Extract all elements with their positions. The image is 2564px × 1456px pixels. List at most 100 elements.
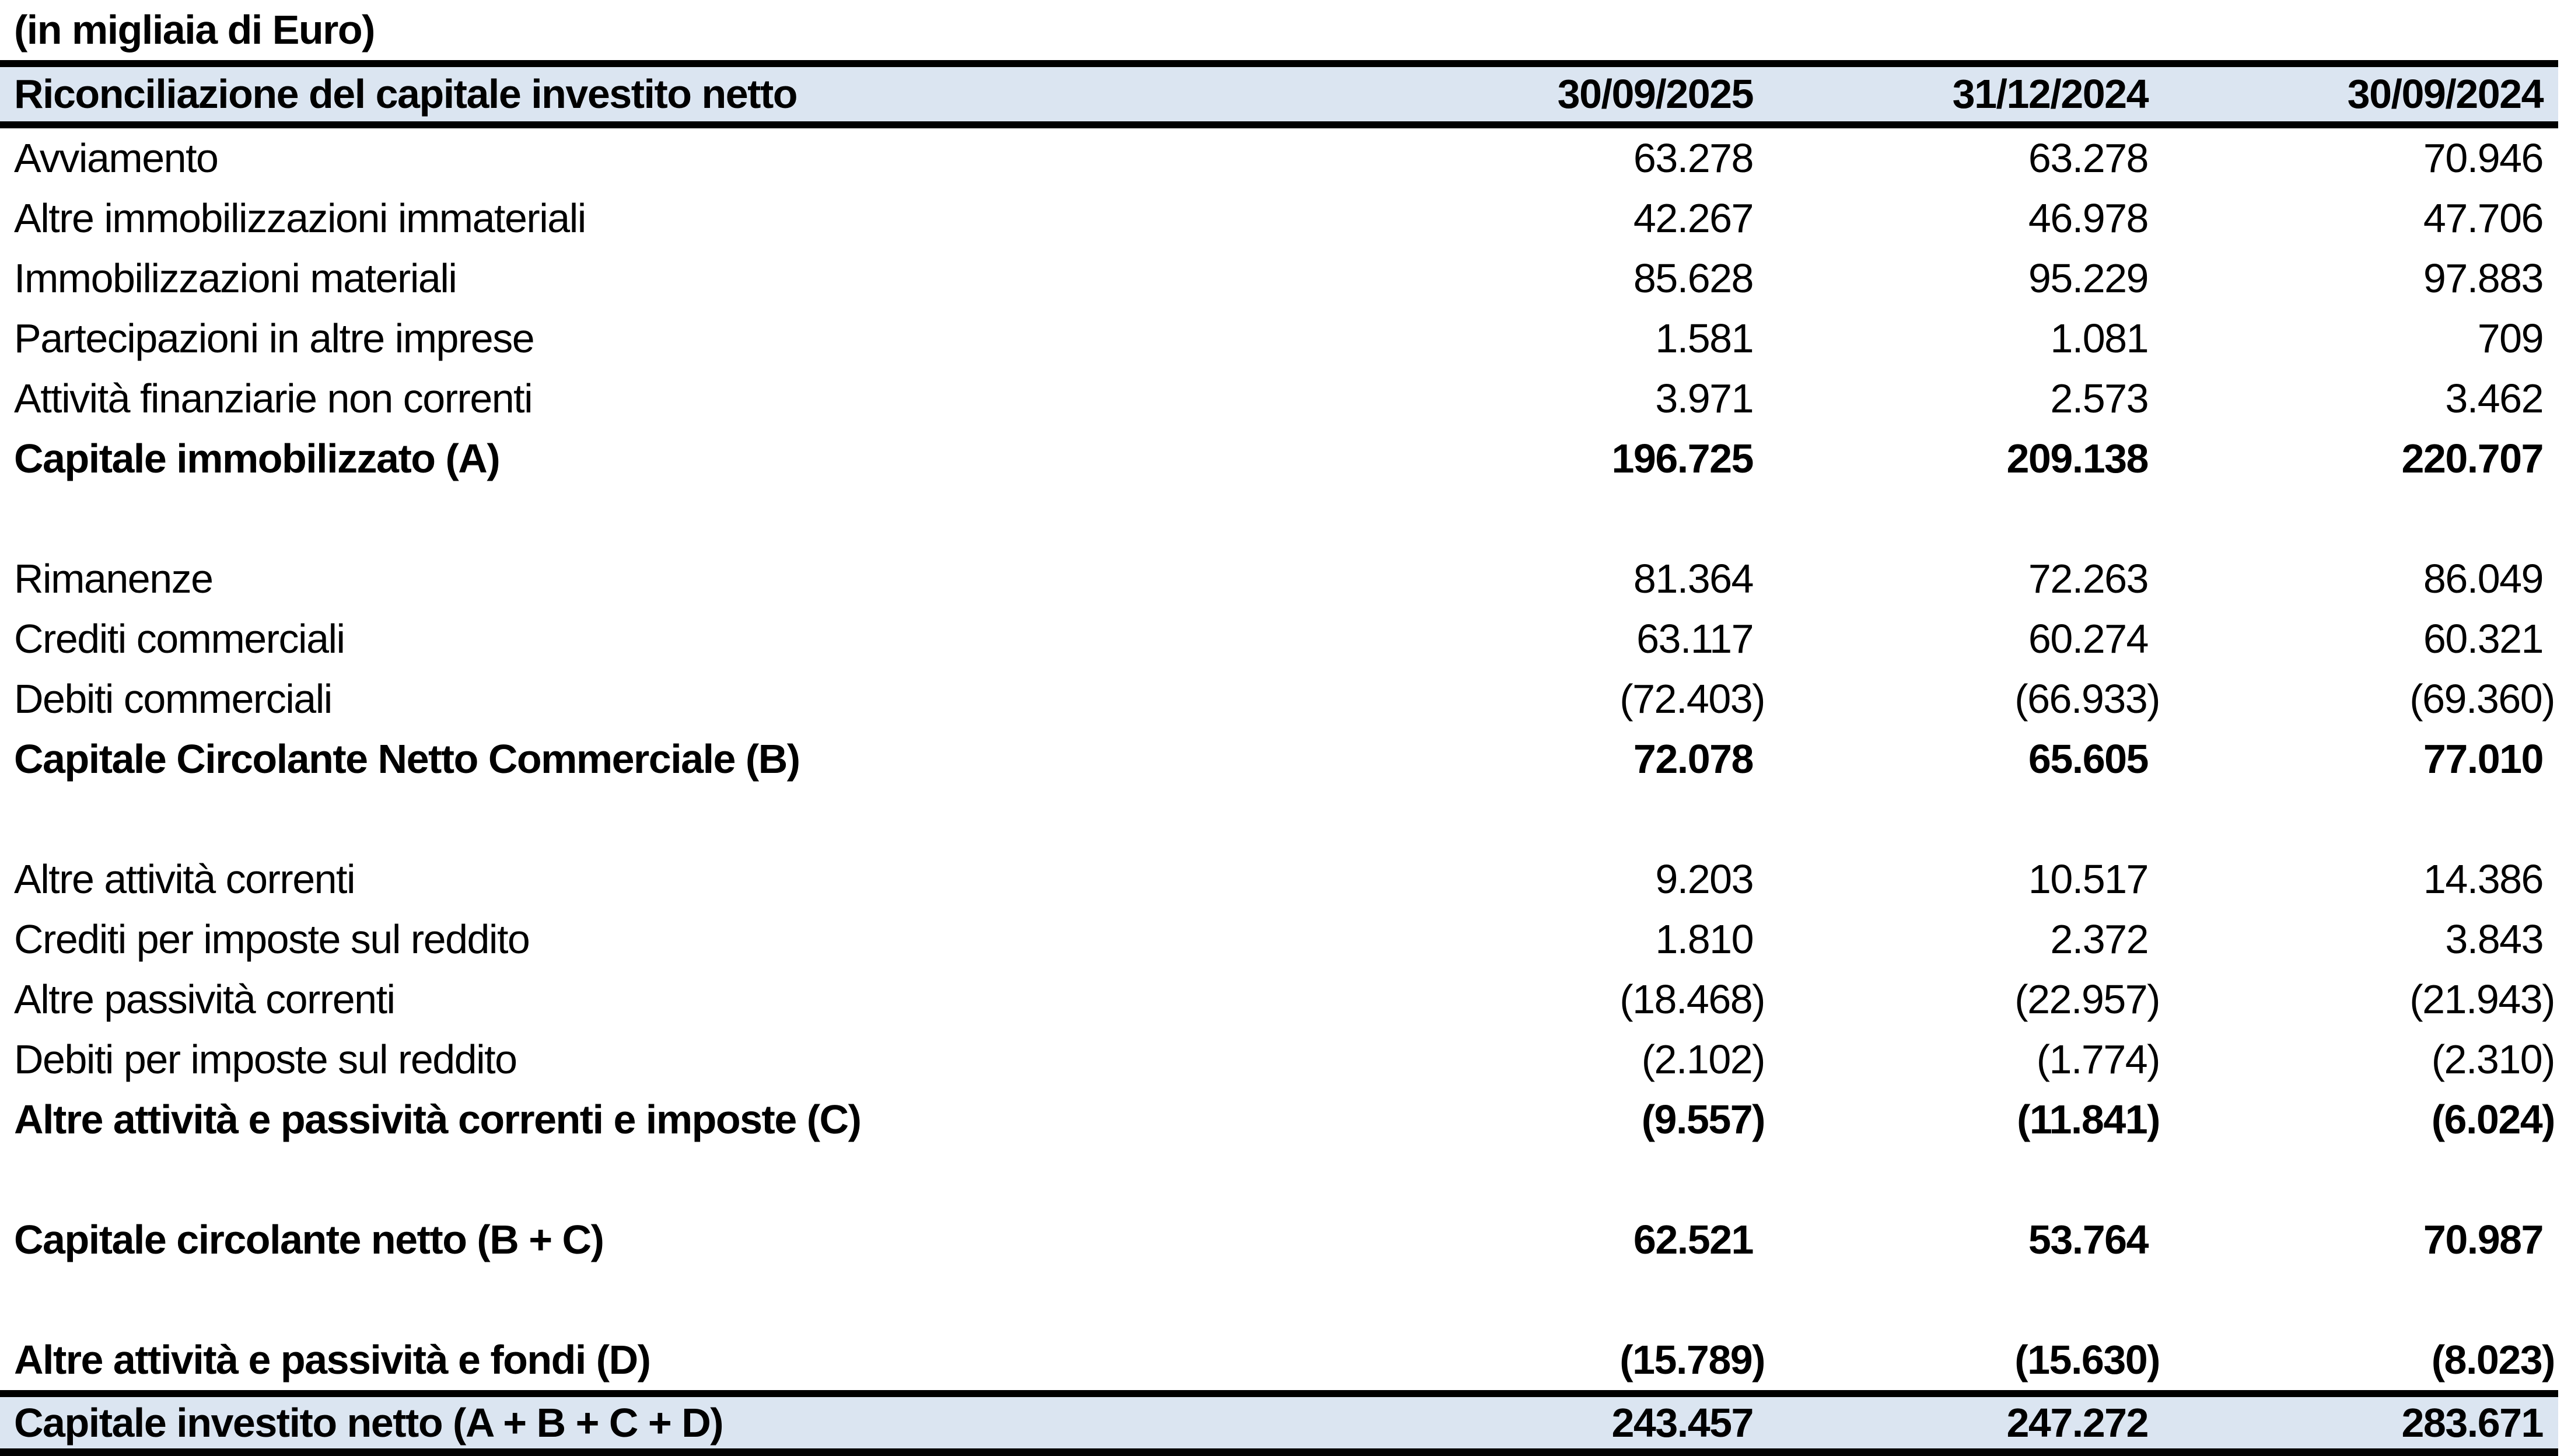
row-label (0, 789, 1373, 849)
page-title: (in migliaia di Euro) (14, 7, 375, 52)
table-body: Avviamento 63.278 63.278 70.946 Altre im… (0, 128, 2558, 1390)
row-label: Altre immobilizzazioni immateriali (14, 195, 586, 241)
row-label (0, 489, 1373, 549)
row-value: 72.263 (2028, 556, 2149, 601)
row-value: 42.267 (1633, 195, 1754, 241)
row-value: 46.978 (2028, 195, 2149, 241)
row-value: (2.102) (1641, 1037, 1766, 1082)
total-row-value: 243.457 (1611, 1400, 1754, 1446)
table-row: Partecipazioni in altre imprese 1.581 1.… (0, 309, 2558, 369)
row-value (2163, 1270, 2558, 1330)
row-value: 86.049 (2423, 556, 2544, 601)
table-header-col-date-3: 30/09/2024 (2347, 71, 2544, 117)
row-value: (15.630) (2014, 1337, 2160, 1382)
row-value: 81.364 (1633, 556, 1754, 601)
row-label: Altre attività e passività e fondi (D) (14, 1337, 651, 1382)
table-row: Capitale immobilizzato (A) 196.725 209.1… (0, 429, 2558, 489)
row-value: (72.403) (1619, 676, 1765, 722)
row-value: 62.521 (1633, 1217, 1754, 1262)
row-value: 209.138 (2006, 436, 2149, 481)
row-value (1768, 789, 2163, 849)
row-value: (11.841) (2017, 1097, 2160, 1142)
row-value: 10.517 (2028, 856, 2149, 902)
row-value: 60.321 (2423, 616, 2544, 662)
row-value: 63.278 (1633, 135, 1754, 181)
row-value: 709 (2477, 316, 2544, 361)
table-row: Rimanenze 81.364 72.263 86.049 (0, 549, 2558, 609)
row-value: 220.707 (2401, 436, 2544, 481)
spacer-row (0, 1270, 2558, 1330)
row-value: 63.278 (2028, 135, 2149, 181)
table-row: Crediti commerciali 63.117 60.274 60.321 (0, 609, 2558, 669)
row-label: Capitale Circolante Netto Commerciale (B… (14, 736, 800, 782)
row-value: (1.774) (2036, 1037, 2161, 1082)
table-row: Altre attività correnti 9.203 10.517 14.… (0, 849, 2558, 909)
table-header-col-date-2: 31/12/2024 (1952, 71, 2149, 117)
row-value (1768, 1150, 2163, 1210)
row-label: Debiti per imposte sul reddito (14, 1037, 517, 1082)
row-label: Partecipazioni in altre imprese (14, 316, 535, 361)
row-value (1768, 489, 2163, 549)
table-header-col-date-1: 30/09/2025 (1557, 71, 1754, 117)
row-value: 97.883 (2423, 256, 2544, 301)
table-row: Altre passività correnti (18.468) (22.95… (0, 970, 2558, 1030)
row-value: (66.933) (2014, 676, 2160, 722)
table-row: Immobilizzazioni materiali 85.628 95.229… (0, 249, 2558, 309)
table-header-label: Riconciliazione del capitale investito n… (14, 71, 798, 117)
row-value: (18.468) (1619, 977, 1765, 1022)
row-value: 3.462 (2445, 376, 2544, 421)
row-label: Immobilizzazioni materiali (14, 256, 457, 301)
total-row-value: 283.671 (2401, 1400, 2544, 1446)
row-label: Capitale immobilizzato (A) (14, 436, 501, 481)
row-value: (6.024) (2431, 1097, 2556, 1142)
row-value: 1.810 (1655, 916, 1754, 962)
row-value (1768, 1270, 2163, 1330)
row-label: Altre passività correnti (14, 977, 396, 1022)
row-label: Debiti commerciali (14, 676, 333, 722)
row-value: 2.372 (2050, 916, 2149, 962)
row-value (2163, 1150, 2558, 1210)
row-value: 53.764 (2028, 1217, 2149, 1262)
row-value: 1.581 (1655, 316, 1754, 361)
row-value (1373, 1270, 1768, 1330)
row-label: Rimanenze (14, 556, 214, 601)
row-value: 70.946 (2423, 135, 2544, 181)
row-value: 196.725 (1611, 436, 1754, 481)
table-row: Debiti per imposte sul reddito (2.102) (… (0, 1030, 2558, 1090)
row-label: Altre attività e passività correnti e im… (14, 1097, 862, 1142)
row-label: Attività finanziarie non correnti (14, 376, 533, 421)
row-value: 3.971 (1655, 376, 1754, 421)
table-total-row: Capitale investito netto (A + B + C + D)… (0, 1390, 2558, 1456)
row-value: (2.310) (2431, 1037, 2556, 1082)
table-header-row: Riconciliazione del capitale investito n… (0, 60, 2558, 128)
spacer-row (0, 1150, 2558, 1210)
row-value: 14.386 (2423, 856, 2544, 902)
row-label: Crediti per imposte sul reddito (14, 916, 530, 962)
row-value: 77.010 (2423, 736, 2544, 782)
table-row: Altre immobilizzazioni immateriali 42.26… (0, 188, 2558, 249)
row-label: Crediti commerciali (14, 616, 345, 662)
row-value: (21.943) (2409, 977, 2555, 1022)
row-value: (69.360) (2409, 676, 2555, 722)
total-row-value: 247.272 (2006, 1400, 2149, 1446)
row-label (0, 1150, 1373, 1210)
row-value: 1.081 (2050, 316, 2149, 361)
row-value: (22.957) (2014, 977, 2160, 1022)
table-row: Debiti commerciali (72.403) (66.933) (69… (0, 669, 2558, 729)
row-value (2163, 489, 2558, 549)
row-value: 2.573 (2050, 376, 2149, 421)
table-row: Altre attività e passività e fondi (D) (… (0, 1330, 2558, 1390)
row-value: 9.203 (1655, 856, 1754, 902)
row-value: (9.557) (1641, 1097, 1766, 1142)
row-value: 63.117 (1636, 616, 1754, 662)
row-value: 72.078 (1633, 736, 1754, 782)
table-row: Attività finanziarie non correnti 3.971 … (0, 369, 2558, 429)
row-value: 65.605 (2028, 736, 2149, 782)
total-row-label: Capitale investito netto (A + B + C + D) (14, 1400, 724, 1446)
spacer-row (0, 789, 2558, 849)
spacer-row (0, 489, 2558, 549)
row-label (0, 1270, 1373, 1330)
row-value: 85.628 (1633, 256, 1754, 301)
row-label: Avviamento (14, 135, 219, 181)
